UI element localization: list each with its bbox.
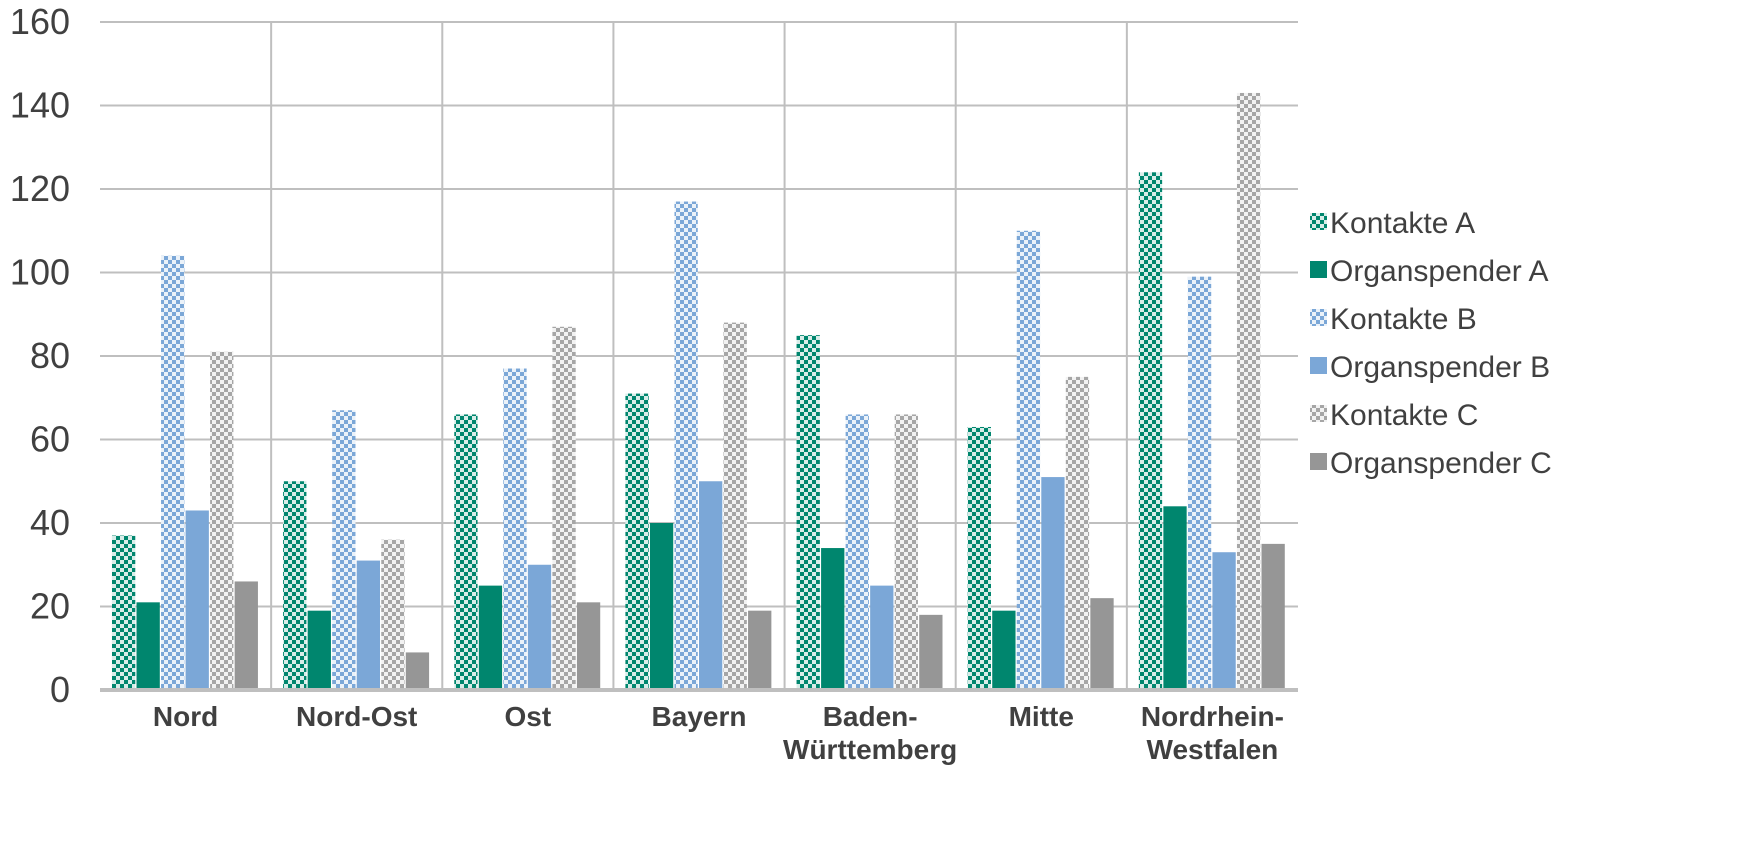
bar xyxy=(1163,506,1187,690)
bar xyxy=(699,481,723,690)
bar xyxy=(1212,552,1236,690)
bars xyxy=(111,92,1285,691)
bar xyxy=(1187,276,1212,690)
x-tick-label: Baden-Württemberg xyxy=(783,701,957,765)
x-tick-label: Nordrhein-Westfalen xyxy=(1141,701,1284,765)
bar xyxy=(894,414,918,690)
legend-label: Kontakte B xyxy=(1330,303,1477,336)
bar xyxy=(748,610,772,690)
bar xyxy=(161,255,185,691)
gridlines xyxy=(100,21,1298,690)
bar xyxy=(111,535,136,690)
legend-swatch xyxy=(1310,261,1327,278)
bar xyxy=(185,510,209,690)
axes: 0 20 40 60 80 100 120 140 160 Nord Nord-Ost Ost Baye… xyxy=(10,1,1298,765)
bar xyxy=(1261,543,1285,690)
x-tick-label: Ost xyxy=(505,701,552,732)
bar xyxy=(625,393,649,690)
y-tick-label: 120 xyxy=(10,168,70,209)
bar xyxy=(454,414,478,690)
legend-label: Kontakte A xyxy=(1330,207,1475,240)
y-tick-label: 140 xyxy=(10,85,70,126)
bar xyxy=(1065,376,1090,690)
bar xyxy=(307,610,331,690)
bar xyxy=(552,326,576,690)
x-tick-label: Bayern xyxy=(652,701,747,732)
bar xyxy=(649,523,674,690)
bar xyxy=(1016,230,1041,690)
legend-swatch xyxy=(1310,213,1327,230)
bar xyxy=(1090,598,1114,690)
bar xyxy=(405,652,430,690)
bar xyxy=(796,335,820,690)
bar xyxy=(1041,477,1065,690)
bar xyxy=(821,548,845,690)
bar xyxy=(332,410,356,690)
legend-label: Organspender C xyxy=(1330,447,1552,480)
bar xyxy=(356,560,381,690)
bar xyxy=(527,564,552,690)
x-tick-label: Mitte xyxy=(1009,701,1074,732)
y-tick-label: 160 xyxy=(10,1,70,42)
legend-swatch xyxy=(1310,357,1327,374)
bar xyxy=(1138,172,1163,691)
bar xyxy=(919,614,943,690)
y-tick-label: 80 xyxy=(30,335,70,376)
legend: Kontakte A Organspender A Kontakte B Organs… xyxy=(1310,207,1552,480)
bar xyxy=(234,581,258,690)
bar xyxy=(283,481,307,690)
bar xyxy=(992,610,1016,690)
x-tick-label: Nord-Ost xyxy=(296,701,417,732)
y-tick-label: 20 xyxy=(30,586,70,627)
y-tick-label: 40 xyxy=(30,502,70,543)
bar xyxy=(870,585,894,690)
y-tick-label: 60 xyxy=(30,419,70,460)
bar xyxy=(1236,92,1261,691)
legend-swatch xyxy=(1310,309,1327,326)
x-tick-label: Nord xyxy=(153,701,218,732)
bar xyxy=(478,585,503,690)
legend-label: Organspender B xyxy=(1330,351,1550,384)
bar xyxy=(576,602,601,690)
bar xyxy=(503,368,527,690)
bar xyxy=(967,426,991,690)
legend-label: Kontakte C xyxy=(1330,399,1478,432)
bar xyxy=(136,602,160,690)
y-tick-label: 0 xyxy=(50,669,70,710)
bar xyxy=(723,322,747,690)
legend-label: Organspender A xyxy=(1330,255,1548,288)
legend-swatch xyxy=(1310,453,1327,470)
bar xyxy=(845,414,869,690)
bar xyxy=(674,201,698,690)
bar xyxy=(381,539,405,690)
legend-swatch xyxy=(1310,405,1327,422)
y-tick-label: 100 xyxy=(10,252,70,293)
bar xyxy=(210,351,234,690)
